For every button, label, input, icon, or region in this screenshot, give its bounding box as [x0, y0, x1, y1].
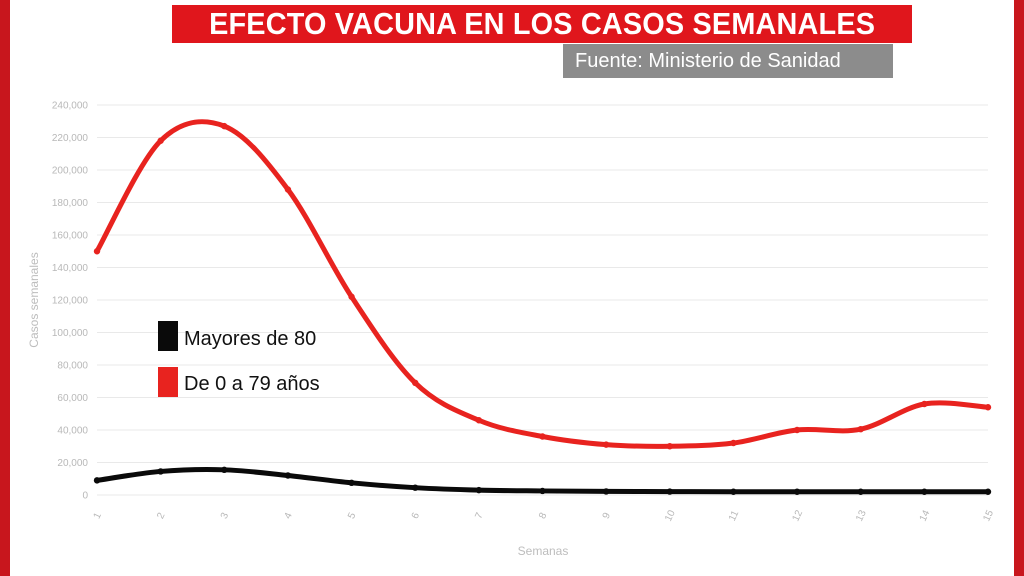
y-tick-label: 60,000: [57, 393, 88, 404]
data-point-mayores-80: [157, 468, 164, 475]
data-point-mayores-80: [284, 472, 292, 479]
y-tick-label: 200,000: [52, 166, 89, 177]
x-tick-label: 3: [219, 511, 232, 521]
series-line-0-79: [94, 119, 991, 449]
x-tick-label: 12: [790, 508, 805, 523]
y-tick-label: 120,000: [52, 296, 89, 307]
data-point-mayores-80: [730, 488, 737, 495]
data-point-0-79: [475, 417, 483, 424]
x-tick-label: 5: [346, 511, 359, 521]
x-tick-label: 14: [918, 508, 933, 523]
data-point-0-79: [412, 379, 419, 387]
data-point-mayores-80: [857, 488, 864, 495]
data-point-mayores-80: [221, 466, 228, 474]
y-tick-label: 180,000: [52, 198, 89, 209]
y-tick-label: 220,000: [52, 133, 89, 144]
y-tick-label: 40,000: [57, 426, 88, 437]
source-banner: Fuente: Ministerio de Sanidad: [563, 44, 893, 78]
x-tick-label: 10: [663, 508, 678, 523]
data-point-mayores-80: [348, 479, 355, 487]
y-tick-label: 140,000: [52, 263, 89, 274]
legend: Mayores de 80 De 0 a 79 años: [158, 321, 320, 397]
y-axis-title: Casos semanales: [27, 252, 41, 347]
y-tick-label: 80,000: [57, 361, 88, 372]
data-point-0-79: [93, 248, 101, 255]
legend-label-mayores-80: Mayores de 80: [184, 328, 316, 350]
data-point-0-79: [539, 433, 546, 440]
x-tick-label: 1: [92, 511, 105, 521]
x-tick-label: 9: [601, 511, 614, 521]
data-point-0-79: [984, 404, 992, 411]
data-point-mayores-80: [93, 477, 101, 484]
x-tick-label: 13: [854, 508, 869, 523]
x-tick-label: 15: [981, 508, 996, 523]
legend-label-0-79: De 0 a 79 años: [184, 373, 320, 395]
y-tick-label: 0: [82, 491, 88, 502]
chart-frame: [10, 0, 1014, 576]
legend-swatch-0-79: [158, 367, 178, 397]
data-point-0-79: [921, 400, 928, 408]
y-tick-label: 100,000: [52, 328, 89, 339]
y-tick-label: 20,000: [57, 458, 88, 469]
data-point-0-79: [602, 441, 610, 448]
source-label: Fuente: Ministerio de Sanidad: [575, 49, 841, 72]
x-axis-ticks: 1 2 3 4 5 6 7 8 9 10 11 12 13 14 15: [92, 508, 997, 523]
x-tick-label: 2: [155, 511, 168, 521]
data-point-0-79: [793, 426, 801, 434]
data-point-mayores-80: [793, 488, 801, 495]
x-tick-label: 6: [410, 511, 423, 521]
data-point-mayores-80: [539, 487, 546, 495]
data-point-0-79: [157, 137, 164, 144]
data-point-0-79: [284, 186, 292, 193]
data-point-mayores-80: [666, 488, 673, 495]
title-banner: EFECTO VACUNA EN LOS CASOS SEMANALES: [172, 5, 912, 43]
grid-lines: [97, 104, 988, 496]
data-point-0-79: [857, 425, 864, 433]
y-tick-label: 160,000: [52, 231, 89, 242]
x-tick-label: 8: [537, 511, 550, 521]
data-point-0-79: [221, 122, 228, 130]
data-point-mayores-80: [921, 488, 928, 495]
data-point-0-79: [730, 439, 737, 447]
x-tick-label: 7: [473, 511, 486, 521]
data-point-mayores-80: [984, 488, 992, 495]
data-point-mayores-80: [412, 484, 419, 491]
data-point-mayores-80: [475, 486, 483, 494]
data-point-mayores-80: [602, 488, 610, 495]
data-point-0-79: [348, 293, 355, 300]
chart-title: EFECTO VACUNA EN LOS CASOS SEMANALES: [208, 6, 876, 41]
x-tick-label: 4: [283, 511, 296, 521]
legend-swatch-mayores-80: [158, 321, 178, 351]
series-lines: [93, 119, 992, 495]
y-tick-label: 240,000: [52, 101, 89, 112]
y-axis-ticks: 0 20,000 40,000 60,000 80,000 100,000 120,000 1…: [52, 101, 89, 502]
data-point-0-79: [666, 443, 673, 450]
x-axis-title: Semanas: [518, 544, 569, 558]
x-tick-label: 11: [727, 509, 742, 523]
